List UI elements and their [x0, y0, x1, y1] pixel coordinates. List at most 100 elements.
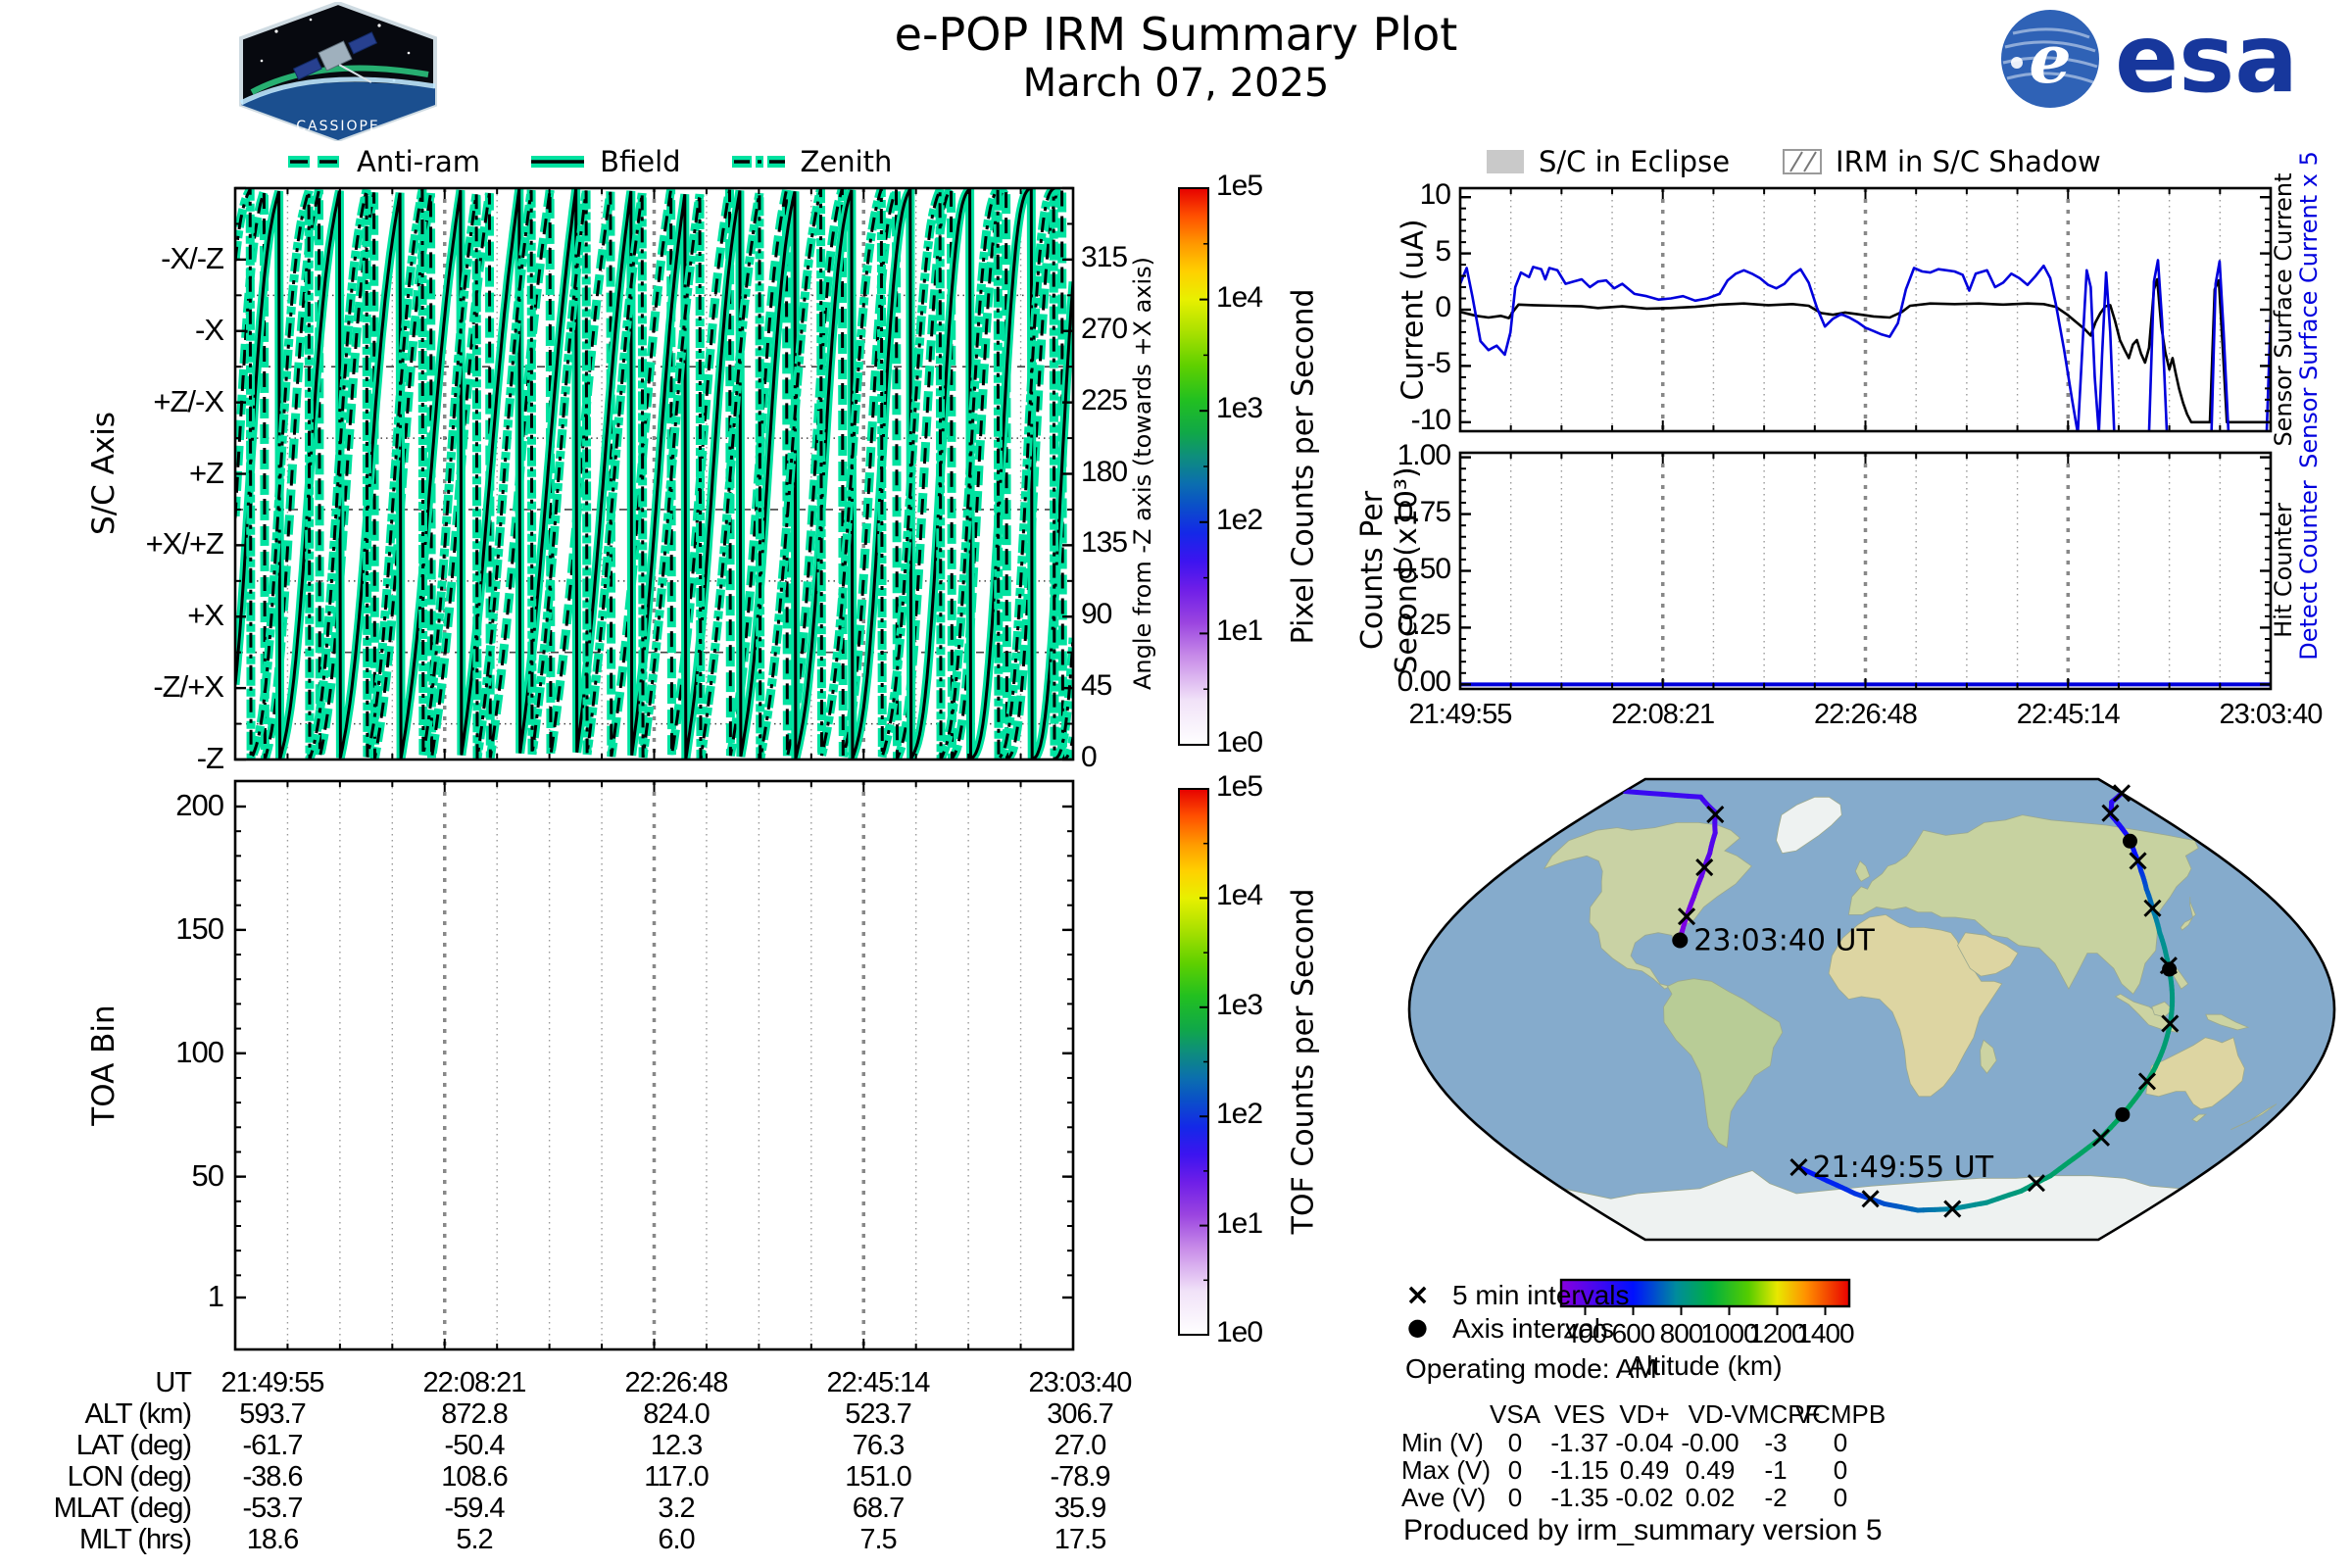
- irm-shadow-swatch: [1783, 149, 1823, 174]
- sc-category--X/-Z: -X/-Z: [161, 240, 224, 275]
- ephemeris-row-label-LAT (deg): LAT (deg): [75, 1430, 192, 1461]
- five-min-marker: [1695, 858, 1714, 877]
- voltage-col-VMCPF: VMCPF: [1731, 1399, 1821, 1429]
- sc-category-+Z/-X: +Z/-X: [153, 383, 224, 418]
- legend-irm-in-shadow: IRM in S/C Shadow: [1836, 145, 2101, 178]
- current-panel-grid: [1509, 188, 2222, 431]
- counts-panel-frame: [1458, 451, 2273, 691]
- angle-tick-0: 0: [1081, 741, 1098, 773]
- angle-tick-180: 180: [1081, 455, 1128, 488]
- voltage-cell: -0.00: [1681, 1428, 1740, 1457]
- current-line-blue: [1460, 259, 2271, 431]
- sc-series-zenith: [235, 188, 1073, 760]
- five-min-marker: [2091, 1128, 2111, 1147]
- ephemeris-cell: 27.0: [1054, 1430, 1106, 1461]
- ephemeris-cell: 7.5: [859, 1524, 897, 1555]
- axis-interval-marker: [2115, 1106, 2131, 1122]
- ephemeris-cell: 117.0: [644, 1461, 709, 1493]
- alt-tick-label-1200: 1200: [1748, 1318, 1806, 1348]
- voltage-cell: -3: [1764, 1428, 1788, 1457]
- cross-marker-legend: 5 min intervals: [1452, 1280, 1630, 1310]
- voltage-col-VES: VES: [1553, 1399, 1606, 1429]
- page-title: e-POP IRM Summary Plot: [894, 8, 1458, 61]
- pixel-colorbar-label-1e2: 1e2: [1216, 503, 1263, 536]
- ephemeris-cell: 824.0: [643, 1398, 710, 1430]
- ephemeris-row-label-MLAT (deg): MLAT (deg): [53, 1493, 192, 1524]
- toa-tick-50: 50: [191, 1157, 224, 1193]
- patch-earth: [241, 81, 435, 140]
- esa-globe-icon: e: [2001, 10, 2099, 108]
- patch-satellite: [292, 31, 378, 83]
- ephemeris-cell: -50.4: [444, 1430, 505, 1461]
- voltage-cell: 0: [1833, 1455, 1848, 1485]
- continent-greenland: [1776, 796, 1842, 855]
- continent-japan: [2180, 897, 2196, 931]
- ephemeris-cell: 35.9: [1054, 1493, 1106, 1524]
- tof-colorbar-label-1e0: 1e0: [1216, 1316, 1263, 1348]
- five-min-marker: [2143, 899, 2162, 917]
- ephemeris-cell: 12.3: [650, 1430, 703, 1461]
- five-min-marker: [2129, 852, 2147, 870]
- cross-marker-icon: ×: [1405, 1278, 1431, 1312]
- five-min-marker: [2161, 1014, 2180, 1033]
- pixel-colorbar-label-1e0: 1e0: [1216, 726, 1263, 759]
- sc-axis-legend: Anti-ram Bfield Zenith: [286, 145, 892, 178]
- legend-sc-in-eclipse: S/C in Eclipse: [1539, 145, 1731, 178]
- sc-category-+X/+Z: +X/+Z: [145, 526, 224, 562]
- ephemeris-cell: -59.4: [444, 1493, 505, 1524]
- voltage-cell: 0: [1507, 1483, 1523, 1512]
- cassiope-mission-patch: CASSIOPE: [239, 2, 437, 141]
- voltage-cell: 0: [1833, 1428, 1848, 1457]
- toa-tick-100: 100: [175, 1034, 224, 1069]
- angle-tick-315: 315: [1081, 240, 1128, 273]
- right-time-tick-3: 22:45:14: [2016, 699, 2121, 730]
- sc-category--Z/+X: -Z/+X: [153, 669, 224, 705]
- legend-zenith: Zenith: [800, 145, 893, 178]
- ephemeris-cell: -38.6: [242, 1461, 303, 1493]
- five-min-marker: [2137, 1072, 2157, 1091]
- svg-text:e: e: [2029, 21, 2071, 99]
- current-panel-frame: [1458, 186, 2273, 433]
- ephemeris-cell: -53.7: [242, 1493, 303, 1524]
- current-line-black: [1460, 277, 2271, 424]
- five-min-marker: [2112, 784, 2132, 803]
- zenith-line-swatch: [731, 156, 785, 168]
- bfield-line-swatch: [531, 156, 585, 168]
- sc-category-+X: +X: [187, 598, 224, 633]
- voltage-cell: -1.15: [1550, 1455, 1609, 1485]
- voltage-cell: 0.49: [1685, 1455, 1736, 1485]
- alt-tick-label-1000: 1000: [1700, 1318, 1758, 1348]
- tof-colorbar-label-1e4: 1e4: [1216, 879, 1263, 912]
- voltage-col-VCMPB: VCMPB: [1794, 1399, 1886, 1429]
- continent-new-guinea: [2205, 1013, 2250, 1031]
- voltage-cell: 0: [1833, 1483, 1848, 1512]
- dot-marker-legend: Axis intervals: [1452, 1313, 1614, 1344]
- map-continents: [1543, 796, 2278, 1240]
- toa-panel-frame: [233, 779, 1075, 1351]
- alt-tick-label-600: 600: [1611, 1318, 1656, 1348]
- voltage-col-VD+: VD+: [1619, 1399, 1670, 1429]
- toa-tick-150: 150: [175, 910, 224, 946]
- alt-tick-label-1400: 1400: [1796, 1318, 1854, 1348]
- ephemeris-cell: -61.7: [242, 1430, 303, 1461]
- pixel-colorbar-label-1e1: 1e1: [1216, 614, 1263, 648]
- ephemeris-cell: 593.7: [239, 1398, 307, 1430]
- five-min-marker: [1861, 1190, 1880, 1208]
- continent-australia: [2145, 1037, 2245, 1110]
- toa-tick-1: 1: [207, 1279, 224, 1313]
- counts-tick-0.50: 0.50: [1396, 552, 1451, 585]
- tof-colorbar-label-1e2: 1e2: [1216, 1098, 1263, 1131]
- ephemeris-cell: 17.5: [1054, 1524, 1106, 1555]
- altitude-colorbar: [1559, 1278, 1851, 1308]
- counts-tick-0.75: 0.75: [1396, 495, 1451, 528]
- ephemeris-cell: 6.0: [658, 1524, 695, 1555]
- voltage-cell: -2: [1764, 1483, 1788, 1512]
- voltage-row-Max (V): Max (V): [1401, 1455, 1491, 1485]
- ephemeris-row-label-ALT (km): ALT (km): [84, 1398, 192, 1430]
- ephemeris-row-label-UT: UT: [155, 1367, 192, 1398]
- continent-new-zealand: [2230, 1103, 2278, 1131]
- sc-category-+Z: +Z: [188, 455, 224, 490]
- voltage-row-Min (V): Min (V): [1401, 1428, 1484, 1457]
- counts-tick-0.00: 0.00: [1396, 665, 1451, 699]
